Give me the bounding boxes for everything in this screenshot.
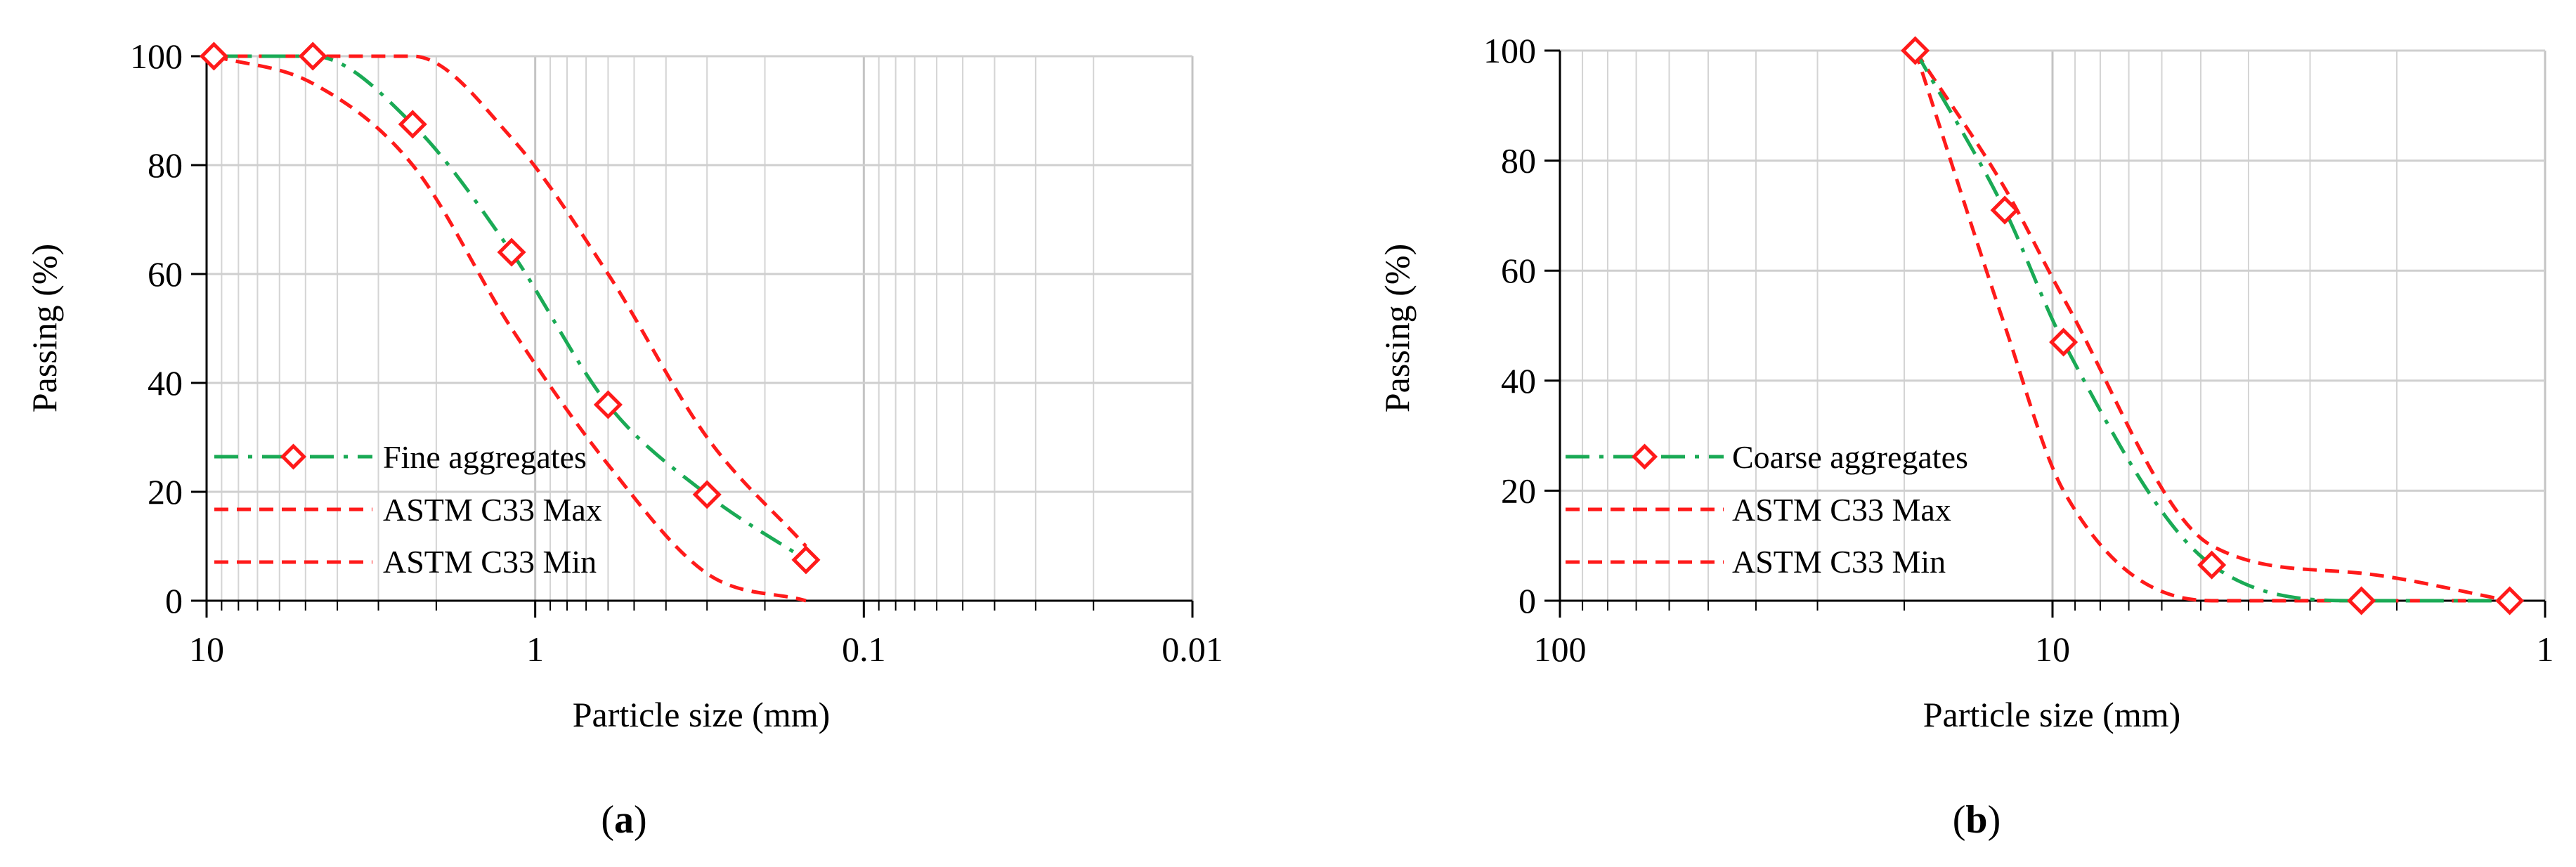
legend-label-coarse-aggregates: Coarse aggregates <box>1732 439 1968 475</box>
x-tick-label: 10 <box>189 630 224 669</box>
data-point-marker <box>199 41 228 71</box>
x-axis-label-b: Particle size (mm) <box>1923 695 2181 734</box>
panel-label-b: (b) <box>1953 798 2001 842</box>
legend-b: Coarse aggregates ASTM C33 Max ASTM C33 … <box>1566 439 1968 580</box>
panel-a-fine-aggregates: 0 20 40 60 80 100 10 1 0.1 0.01 Fine aggregates … <box>25 37 1223 842</box>
legend-label-fine-aggregates: Fine aggregates <box>383 439 587 475</box>
legend-marker <box>1631 443 1658 470</box>
y-tick-label: 40 <box>1501 361 1536 400</box>
legend-a: Fine aggregates ASTM C33 Max ASTM C33 Mi… <box>214 439 602 580</box>
x-tick-labels-b: 100 10 1 <box>1534 630 2554 669</box>
data-point-marker <box>2197 550 2227 580</box>
data-point-marker <box>692 480 722 509</box>
data-point-marker <box>298 41 327 71</box>
y-tick-labels-b: 0 20 40 60 80 100 <box>1483 31 1536 620</box>
data-point-marker <box>2347 586 2376 615</box>
legend-label-astm-max-a: ASTM C33 Max <box>383 492 602 528</box>
data-point-marker <box>593 390 623 419</box>
x-tick-label: 10 <box>2035 630 2070 669</box>
y-tick-label: 60 <box>1501 251 1536 290</box>
data-point-marker <box>497 237 526 267</box>
x-tick-label: 1 <box>2537 630 2554 669</box>
x-axis-label-a: Particle size (mm) <box>573 695 831 734</box>
x-tick-label: 0.1 <box>842 630 886 669</box>
y-tick-labels-a: 0 20 40 60 80 100 <box>130 37 183 620</box>
grid-b <box>1559 49 2546 602</box>
y-axis-label-b: Passing (%) <box>1377 244 1417 412</box>
series-a <box>199 41 821 603</box>
y-tick-label: 80 <box>1501 141 1536 181</box>
x-tick-label: 1 <box>526 630 544 669</box>
data-point-marker <box>398 110 427 139</box>
data-point-marker <box>2495 586 2525 615</box>
y-tick-label: 0 <box>1518 581 1536 620</box>
y-tick-label: 40 <box>148 363 183 403</box>
x-tick-label: 100 <box>1534 630 1587 669</box>
data-point-marker <box>1901 36 1930 65</box>
y-tick-label: 100 <box>130 37 183 76</box>
y-tick-label: 60 <box>148 254 183 294</box>
legend-marker <box>280 443 307 470</box>
legend-label-astm-min-b: ASTM C33 Min <box>1732 544 1946 580</box>
x-tick-label: 0.01 <box>1162 630 1223 669</box>
series-line-coarse-aggregates <box>1913 49 2510 603</box>
panel-b-coarse-aggregates: 0 20 40 60 80 100 100 10 1 Coarse aggregates AS… <box>1377 31 2554 842</box>
y-tick-label: 100 <box>1483 31 1536 70</box>
data-point-marker <box>1990 195 2019 225</box>
y-axis-label-a: Passing (%) <box>25 244 64 412</box>
y-tick-label: 0 <box>165 581 183 620</box>
legend-label-astm-max-b: ASTM C33 Max <box>1732 492 1951 528</box>
series-line-astm-c33-max <box>1913 49 2511 603</box>
series-b <box>1901 36 2525 615</box>
y-tick-label: 20 <box>148 472 183 511</box>
series-line-astm-c33-min <box>213 54 807 603</box>
series-line-astm-c33-max <box>214 54 807 548</box>
x-tick-labels-a: 10 1 0.1 0.01 <box>189 630 1223 669</box>
y-tick-label: 80 <box>148 145 183 185</box>
axes-a <box>191 55 1194 618</box>
data-point-marker <box>791 545 821 575</box>
legend-label-astm-min-a: ASTM C33 Min <box>383 544 597 580</box>
data-point-marker <box>2049 327 2079 357</box>
y-tick-label: 20 <box>1501 471 1536 510</box>
plot-area-a <box>207 56 1192 601</box>
panel-label-a: (a) <box>601 798 646 842</box>
